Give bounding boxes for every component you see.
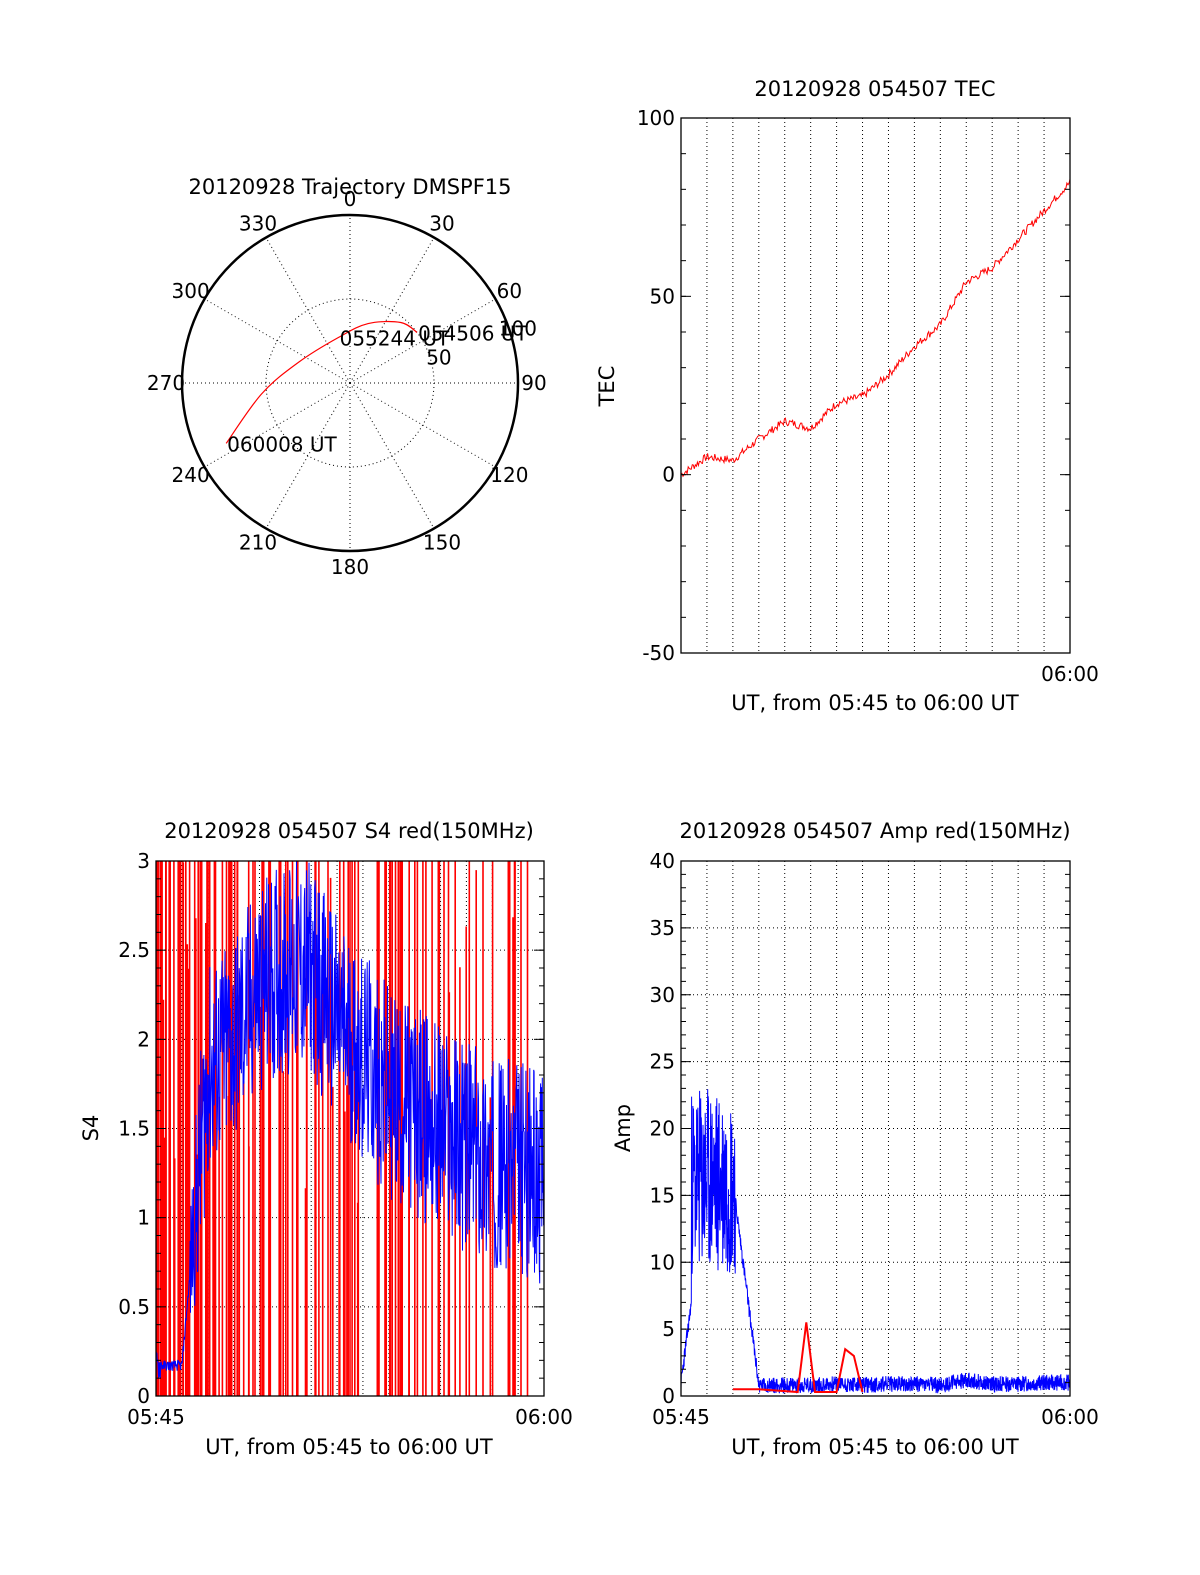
polar-azimuth-label: 330 xyxy=(239,212,277,236)
s4-xtick-label: 05:45 xyxy=(127,1405,185,1429)
trajectory-time-label: 055244 UT xyxy=(340,326,450,350)
tec-ytick-label: -50 xyxy=(642,641,675,665)
amp-grid xyxy=(681,861,1070,1396)
polar-azimuth-label: 300 xyxy=(172,279,210,303)
polar-ring-label: 100 xyxy=(499,317,537,341)
amp-series-group xyxy=(681,1089,1070,1394)
s4-series-group xyxy=(156,861,544,1396)
amp-xlabel: UT, from 05:45 to 06:00 UT xyxy=(731,1435,1019,1459)
amp-chart: 20120928 054507 Amp red(150MHz) 0 5 10 15 20… xyxy=(611,819,1099,1459)
polar-azimuth-label: 180 xyxy=(331,555,369,579)
polar-trajectory xyxy=(225,320,418,444)
amp-red-series xyxy=(732,1322,864,1394)
s4-ytick-label: 0.5 xyxy=(118,1295,150,1319)
polar-azimuth-label: 120 xyxy=(490,463,528,487)
polar-azimuth-labels: 0 30 60 90 120 150 180 210 240 270 300 330 xyxy=(147,187,547,579)
s4-ytick-label: 0 xyxy=(137,1384,150,1408)
polar-azimuth-label: 210 xyxy=(239,530,277,554)
s4-xlabel: UT, from 05:45 to 06:00 UT xyxy=(205,1435,493,1459)
amp-ytick-label: 5 xyxy=(662,1317,675,1341)
tec-xlabel: UT, from 05:45 to 06:00 UT xyxy=(731,691,1019,715)
s4-ytick-label: 3 xyxy=(137,849,150,873)
s4-ylabel: S4 xyxy=(79,1115,103,1142)
s4-xtick-label: 06:00 xyxy=(515,1405,573,1429)
polar-ring-label: 50 xyxy=(426,345,451,369)
amp-title: 20120928 054507 Amp red(150MHz) xyxy=(679,819,1070,843)
tec-grid xyxy=(706,118,1045,653)
polar-spoke-210 xyxy=(265,382,351,529)
tec-axes: -50 0 50 100 06:00 xyxy=(637,106,1099,686)
polar-grid xyxy=(180,213,520,553)
polar-spoke-330 xyxy=(265,237,351,384)
polar-azimuth-label: 60 xyxy=(497,279,522,303)
tec-ytick-label: 50 xyxy=(650,284,675,308)
polar-azimuth-label: 90 xyxy=(521,371,546,395)
amp-blue-series xyxy=(681,1089,1070,1394)
s4-chart: 20120928 054507 S4 red(150MHz) 0 0.5 1 1.5 2… xyxy=(79,819,573,1459)
s4-series xyxy=(156,861,544,1396)
trajectory-time-label: 060008 UT xyxy=(227,432,337,456)
s4-axes: 0 0.5 1 1.5 2 2.5 3 05:45 06:00 xyxy=(118,849,573,1429)
amp-xtick-label: 06:00 xyxy=(1041,1405,1099,1429)
amp-ytick-label: 15 xyxy=(650,1183,675,1207)
polar-outer-ring xyxy=(180,213,520,553)
s4-ytick-label: 1 xyxy=(137,1206,150,1230)
amp-ytick-label: 10 xyxy=(650,1250,675,1274)
tec-series xyxy=(681,178,1070,478)
tec-ylabel: TEC xyxy=(595,366,619,408)
s4-ytick-label: 2 xyxy=(137,1027,150,1051)
tec-frame xyxy=(680,117,1071,654)
s4-ytick-label: 2.5 xyxy=(118,938,150,962)
polar-spoke-30 xyxy=(349,237,435,384)
tec-xtick-label: 06:00 xyxy=(1041,662,1099,686)
polar-azimuth-label: 0 xyxy=(344,187,357,211)
amp-ytick-label: 20 xyxy=(650,1117,675,1141)
amp-ytick-label: 25 xyxy=(650,1050,675,1074)
tec-ytick-label: 100 xyxy=(637,106,675,130)
polar-spoke-300 xyxy=(204,298,351,384)
amp-ytick-label: 30 xyxy=(650,983,675,1007)
tec-series-line xyxy=(681,178,1070,478)
polar-title: 20120928 Trajectory DMSPF15 xyxy=(188,175,511,199)
s4-blue-series xyxy=(156,861,544,1379)
polar-spoke-120 xyxy=(349,382,496,468)
polar-trajectory-chart: 20120928 Trajectory DMSPF15 0 30 60 90 120 15… xyxy=(147,175,547,579)
amp-axes: 0 5 10 15 20 25 30 35 40 05:45 06:00 xyxy=(650,849,1099,1429)
polar-spoke-60 xyxy=(349,298,496,384)
polar-azimuth-label: 270 xyxy=(147,371,185,395)
amp-ytick-label: 0 xyxy=(662,1384,675,1408)
amp-ytick-label: 35 xyxy=(650,916,675,940)
trajectory-time-label: 054506 UT xyxy=(418,321,528,345)
amp-series xyxy=(681,1089,1070,1394)
amp-frame xyxy=(680,860,1071,1397)
polar-azimuth-label: 30 xyxy=(429,212,454,236)
polar-ring-labels: 50 100 xyxy=(426,317,537,370)
polar-spoke-240 xyxy=(204,382,351,468)
polar-spoke-150 xyxy=(349,382,435,529)
tec-ytick-label: 0 xyxy=(662,463,675,487)
s4-title: 20120928 054507 S4 red(150MHz) xyxy=(164,819,534,843)
polar-azimuth-label: 150 xyxy=(423,530,461,554)
s4-ytick-label: 1.5 xyxy=(118,1117,150,1141)
amp-xtick-label: 05:45 xyxy=(652,1405,710,1429)
tec-title: 20120928 054507 TEC xyxy=(754,77,995,101)
amp-ytick-label: 40 xyxy=(650,849,675,873)
tec-series-group xyxy=(681,178,1070,478)
polar-azimuth-label: 240 xyxy=(172,463,210,487)
trajectory-line xyxy=(225,320,418,444)
tec-chart: 20120928 054507 TEC -50 0 50 100 06:00 TEC U… xyxy=(595,77,1099,715)
amp-ylabel: Amp xyxy=(611,1104,635,1152)
